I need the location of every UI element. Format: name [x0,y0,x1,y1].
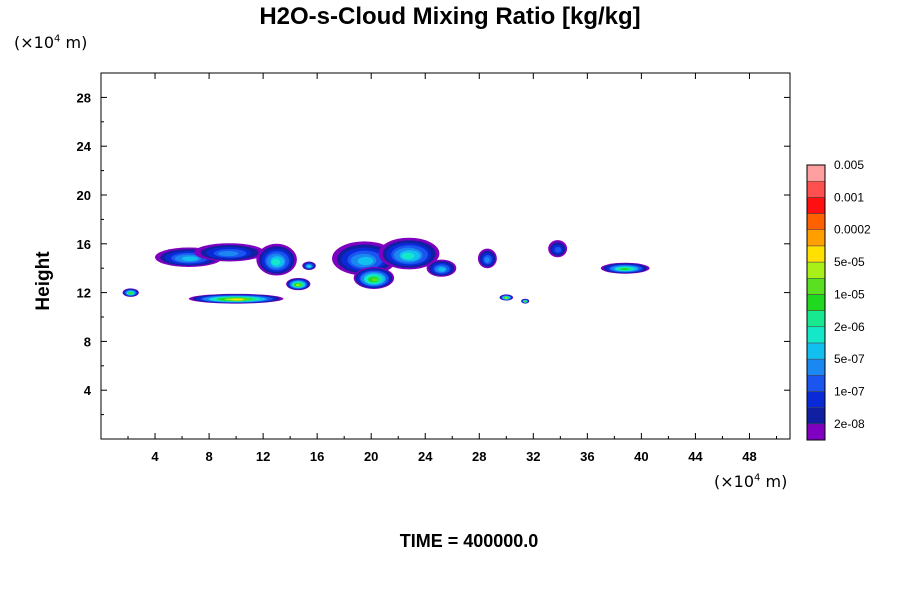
cloud-patch [302,261,316,271]
cloud-patch [548,240,568,258]
cloud-contour [218,251,239,257]
colorbar-label: 1e-07 [834,384,865,398]
colorbar-swatch [806,326,826,344]
y-tick-label: 12 [77,286,91,301]
cloud-contour [129,292,133,295]
cloud-patch [286,277,311,291]
cloud-patch [353,266,395,289]
colorbar-label: 2e-08 [834,417,865,431]
colorbar-label: 5e-05 [834,255,865,269]
cloud-contour [357,256,374,266]
plot-frame [100,72,791,440]
x-tick-label: 32 [526,449,540,464]
cloud-patch [194,243,265,262]
y-tick-label: 28 [77,90,91,105]
colorbar-swatch [806,358,826,376]
colorbar-swatch [806,180,826,198]
cloud-patch [122,288,139,297]
y-tick-label: 4 [84,383,92,398]
cloud-contour [484,257,490,263]
colorbar-swatch [806,164,826,182]
colorbar-swatch [806,261,826,279]
colorbar-swatch [806,197,826,214]
cloud-contour [438,267,446,272]
cloud-contour [505,296,508,299]
colorbar-label: 2e-06 [834,320,865,334]
x-tick-label: 40 [634,449,648,464]
x-tick-label: 20 [364,449,378,464]
colorbar-swatch [806,310,826,328]
colorbar-swatch [806,423,826,441]
colorbar-swatch [806,245,826,263]
x-tick-label: 4 [151,449,159,464]
colorbar-label: 5e-07 [834,352,865,366]
cloud-contour [401,252,415,260]
y-tick-label: 24 [77,139,92,154]
x-tick-label: 48 [742,449,756,464]
x-tick-label: 24 [418,449,433,464]
cloud-contour [307,265,311,268]
colorbar-swatch [806,213,826,230]
colorbar-label: 0.001 [834,190,864,204]
cloud-patch [188,293,284,304]
cloud-patch [477,248,497,269]
chart-title: H2O-s-Cloud Mixing Ratio [kg/kg] [259,3,641,30]
y-unit-label: (×104 m) [14,33,88,52]
colorbar-swatch [806,294,826,311]
colorbar-swatch [806,375,826,392]
colorbar-label: 1e-05 [834,287,865,301]
time-label: TIME = 400000.0 [399,531,539,551]
colorbar-swatch [806,277,826,295]
y-tick-label: 20 [77,188,91,203]
colorbar-frame [806,164,826,441]
x-tick-label: 36 [580,449,594,464]
cloud-contour [296,284,300,287]
colorbar-swatch [806,407,826,425]
colorbar-swatch [806,229,826,247]
cloud-contour [231,298,244,301]
x-tick-label: 28 [472,449,486,464]
cloud-contour [554,246,562,253]
y-tick-label: 8 [84,334,91,349]
colorbar-label: 0.0002 [834,223,871,237]
x-tick-label: 12 [256,449,270,464]
cloud-contour [524,300,527,303]
x-tick-label: 8 [205,449,212,464]
cloud-patch [600,262,650,274]
colorbar-swatch [806,391,826,408]
cloud-contour [181,256,199,262]
x-tick-label: 44 [688,449,703,464]
cloud-patch [378,237,440,270]
cloud-patch [499,294,514,301]
x-tick-label: 16 [310,449,324,464]
cloud-contour [371,278,378,282]
cloud-patch [521,298,530,304]
cloud-contour [271,258,281,266]
colorbar-label: 0.005 [834,158,864,172]
x-unit-label: (×104 m) [714,472,788,491]
colorbar-swatch [806,342,826,360]
y-tick-label: 16 [77,237,91,252]
cloud-patch [426,259,457,277]
cloud-contour [620,268,629,271]
cloud-patch [256,243,297,276]
